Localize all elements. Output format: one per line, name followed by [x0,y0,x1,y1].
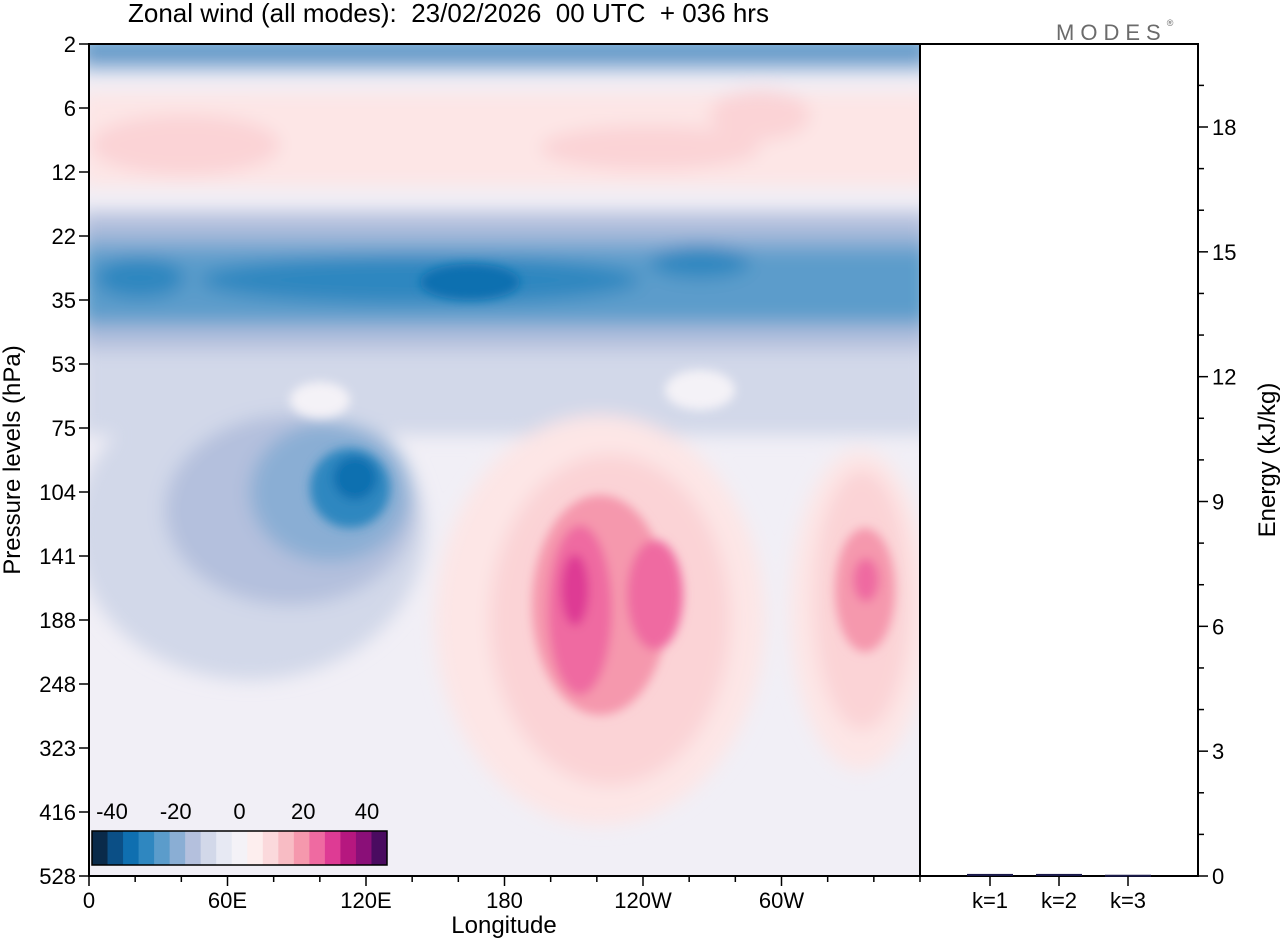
colorbar-label: 40 [355,799,379,824]
pressure-tick-label: 6 [64,96,76,121]
pressure-tick-label: 22 [52,224,76,249]
energy-tick-label: 3 [1212,739,1224,764]
energy-category-label: k=2 [1041,888,1077,913]
pressure-tick-label: 141 [39,544,76,569]
colorbar-label: 20 [291,799,315,824]
colorbar-swatch [262,831,279,865]
colorbar-swatch [324,831,341,865]
energy-axis-title: Energy (kJ/kg) [1254,383,1280,538]
colorbar-swatch [247,831,264,865]
energy-panel-frame [919,43,1199,877]
pressure-tick-label: 323 [39,736,76,761]
pressure-tick-label: 248 [39,672,76,697]
band-top-easterly-dark [89,44,920,54]
pressure-tick-label: 416 [39,800,76,825]
longitude-tick-label: 180 [486,888,523,913]
colorbar-swatch [309,831,326,865]
colorbar-swatch [216,831,233,865]
energy-tick-label: 18 [1212,115,1236,140]
colorbar-swatch [92,831,109,865]
colorbar-swatch [107,831,124,865]
colorbar-swatch [123,831,140,865]
jet-core-east [650,246,750,278]
energy-bar [1036,873,1082,876]
logo-text: MODES [1056,20,1167,45]
pressure-tick-label: 12 [52,160,76,185]
colorbar-swatch [169,831,186,865]
colorbar [91,830,388,866]
energy-category-label: k=3 [1110,888,1146,913]
colorbar-swatch [231,831,248,865]
colorbar-swatch [355,831,372,865]
energy-category-label: k=1 [972,888,1008,913]
energy-bars: k=1 k=2 k=3 [967,873,1151,913]
pressure-axis: 2 6 12 22 35 53 75 104 141 188 248 323 416 528 [39,32,89,889]
x-axis-title: Longitude [451,912,556,939]
colorbar-swatch [278,831,295,865]
longitude-tick-label: 120E [340,888,391,913]
pressure-tick-label: 104 [39,480,76,505]
longitude-tick-label: 60W [759,888,804,913]
colorbar-swatch [340,831,357,865]
energy-axis: 0 3 6 9 12 15 18 [1198,84,1236,889]
calm-patch-strat [290,382,350,418]
pressure-tick-label: 2 [64,32,76,57]
westerly-patch-east [540,126,760,170]
energy-bar [967,873,1013,876]
energy-tick-label: 15 [1212,240,1236,265]
colorbar-frame [91,830,388,866]
westerly-atlantic-max [853,558,879,602]
y-axis-title: Pressure levels (hPa) [0,345,26,574]
colorbar-labels: -40 -20 0 20 40 [96,799,379,824]
colorbar-swatch [371,831,388,865]
colorbar-label: -20 [160,799,192,824]
longitude-tick-label: 0 [83,888,95,913]
energy-bar [1105,874,1151,877]
energy-tick-label: 6 [1212,614,1224,639]
longitude-tick-label: 60E [208,888,247,913]
jet-core-dark [420,264,520,300]
colorbar-swatch [154,831,171,865]
calm-patch-strat-east [665,370,735,410]
pressure-tick-label: 528 [39,864,76,889]
colorbar-swatch [200,831,217,865]
westerly-pacific-stronger-b [627,540,683,650]
pressure-tick-label: 35 [52,288,76,313]
longitude-tick-label: 120W [614,888,672,913]
energy-tick-label: 12 [1212,365,1236,390]
longitude-axis: 0 60E 120E 180 120W 60W [83,876,921,913]
pressure-tick-label: 53 [52,352,76,377]
energy-tick-label: 9 [1212,490,1224,515]
modes-logo: MODES® [1056,18,1174,46]
easterly-core-120e-dark [333,456,377,500]
pressure-tick-label: 75 [52,416,76,441]
westerly-patch-north [710,90,810,140]
jet-core-far-east [850,257,920,307]
energy-tick-label: 0 [1212,864,1224,889]
heatmap-field [89,44,920,876]
chart-title: Zonal wind (all modes): 23/02/2026 00 UT… [128,0,769,28]
colorbar-swatch [185,831,202,865]
registered-mark: ® [1166,18,1174,28]
jet-core-west [95,258,185,298]
jet-core-central [200,256,640,304]
colorbar-swatch [138,831,155,865]
colorbar-label: -40 [96,799,128,824]
colorbar-label: 0 [233,799,245,824]
westerly-patch-west [90,115,280,175]
colorbar-swatch [293,831,310,865]
pressure-tick-label: 188 [39,608,76,633]
westerly-pacific-max [561,554,589,626]
